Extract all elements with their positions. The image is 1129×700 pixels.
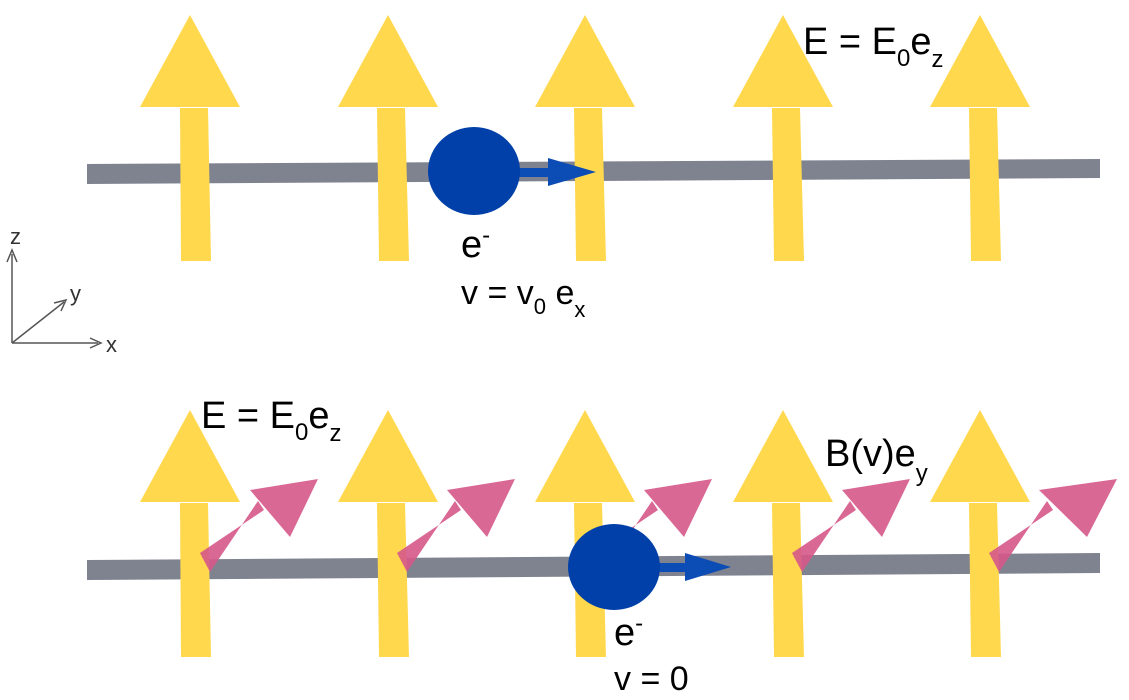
bottom-e-field-arrow [140, 410, 240, 657]
bottom-velocity-arrow [650, 553, 731, 581]
bottom-b-field-arrow [397, 479, 515, 572]
top-e-field-arrow [140, 15, 240, 261]
top-panel: E = E0ez e- v = v0 ex [87, 15, 1100, 322]
top-electron [428, 127, 520, 215]
bottom-e-field-arrow [930, 410, 1030, 657]
y-axis-label: y [70, 281, 81, 306]
top-e-field-arrow [338, 15, 438, 261]
top-velocity-arrow [505, 158, 596, 186]
top-field-label: E = E0ez [803, 21, 944, 73]
bottom-b-field-label: B(v)ey [825, 433, 928, 487]
bottom-b-field-arrow [200, 479, 318, 572]
top-e-field-arrow [930, 15, 1030, 261]
z-axis-label: z [10, 224, 21, 249]
top-e-field-arrow [733, 15, 833, 261]
x-axis-label: x [106, 332, 117, 357]
bottom-b-field-arrow [989, 479, 1117, 572]
bottom-e-field-arrow [733, 410, 833, 657]
bottom-electron [568, 524, 660, 610]
bottom-e-field-arrow [338, 410, 438, 657]
bottom-velocity-label: v = 0 [614, 660, 689, 698]
bottom-electron-label: e- [614, 610, 643, 654]
top-electron-label: e- [461, 222, 490, 266]
bottom-b-field-arrow [792, 479, 910, 572]
coordinate-axes [6, 248, 103, 349]
bottom-field-label: E = E0ez [201, 395, 342, 447]
bottom-panel: E = E0ez B(v)ey e- v = 0 [87, 395, 1117, 698]
top-e-field-arrow [535, 15, 635, 261]
top-velocity-label: v = v0 ex [461, 274, 585, 322]
